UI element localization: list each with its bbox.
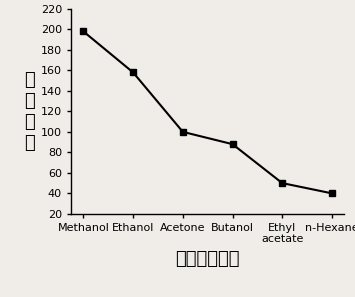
Y-axis label: 信
号
強
度: 信 号 強 度 — [24, 71, 35, 151]
X-axis label: 中性解吸试剂: 中性解吸试剂 — [175, 250, 240, 268]
